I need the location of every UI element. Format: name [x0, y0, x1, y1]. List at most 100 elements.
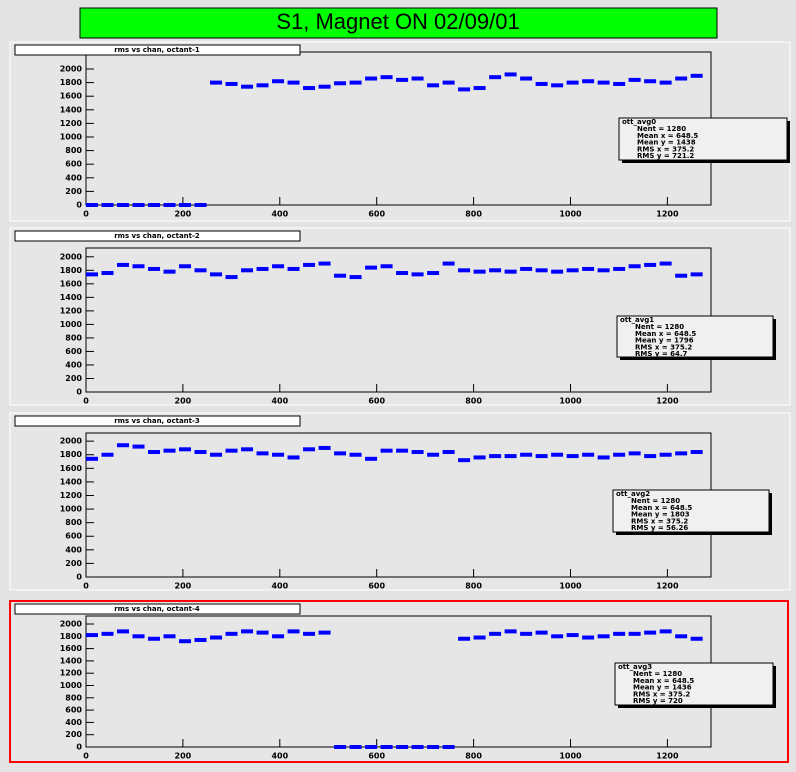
data-point	[473, 455, 486, 460]
stats-entry: RMS y = 721.2	[637, 152, 694, 160]
data-point	[644, 79, 657, 84]
data-point	[365, 745, 378, 749]
data-point	[458, 87, 471, 92]
x-tick-label: 400	[271, 752, 288, 761]
data-point	[628, 264, 641, 269]
y-tick-label: 0	[76, 388, 82, 397]
data-point	[442, 80, 455, 85]
data-point	[272, 264, 285, 269]
data-point	[132, 634, 145, 639]
stats-box	[614, 662, 774, 706]
y-tick-label: 1600	[60, 464, 83, 473]
data-point	[194, 637, 207, 642]
y-tick-label: 800	[65, 333, 82, 342]
data-point	[597, 455, 610, 460]
pad-title: rms vs chan, octant-4	[114, 605, 200, 613]
y-tick-label: 0	[76, 201, 82, 210]
data-point	[287, 266, 300, 271]
y-tick-label: 1400	[60, 293, 83, 302]
y-tick-label: 0	[76, 573, 82, 582]
data-point	[582, 452, 595, 457]
stats-entry: Mean x = 648.5	[637, 132, 698, 140]
data-point	[163, 448, 176, 453]
stats-entry: RMS x = 375.2	[637, 145, 694, 153]
data-point	[473, 86, 486, 91]
stats-entry: RMS y = 56.26	[631, 524, 688, 532]
stats-box	[616, 315, 774, 358]
data-point	[86, 203, 98, 207]
y-tick-label: 600	[65, 532, 82, 541]
data-point	[520, 452, 533, 457]
data-point	[380, 448, 393, 453]
x-tick-label: 1200	[656, 210, 679, 219]
y-tick-label: 1800	[60, 632, 83, 641]
data-point	[318, 84, 331, 89]
pad-title-box	[14, 603, 301, 615]
pad-title: rms vs chan, octant-3	[114, 417, 200, 425]
data-point	[628, 451, 641, 456]
data-point	[675, 451, 688, 456]
stats-name: ott_avg0	[622, 118, 656, 126]
data-point	[427, 745, 440, 749]
x-tick-label: 800	[465, 210, 482, 219]
data-point	[132, 264, 145, 269]
stats-name: ott_avg1	[620, 316, 654, 324]
y-tick-label: 2000	[60, 619, 83, 628]
data-point	[427, 271, 440, 276]
y-tick-label: 1000	[60, 505, 83, 514]
y-tick-label: 400	[65, 545, 82, 554]
data-point	[520, 76, 533, 81]
data-point	[675, 76, 688, 81]
y-tick-label: 1800	[60, 450, 83, 459]
data-point	[396, 271, 409, 276]
stats-entry: RMS y = 720	[633, 697, 683, 705]
data-point	[489, 75, 502, 80]
y-tick-label: 1000	[60, 133, 83, 142]
y-tick-label: 800	[65, 146, 82, 155]
data-point	[411, 450, 424, 455]
data-point	[272, 634, 285, 639]
x-tick-label: 0	[83, 397, 89, 406]
stats-entry: RMS x = 375.2	[633, 690, 690, 698]
data-point	[365, 76, 378, 81]
data-point	[644, 630, 657, 635]
data-point	[675, 634, 688, 639]
data-point	[690, 272, 703, 277]
stats-box	[612, 489, 770, 533]
data-point	[179, 264, 192, 269]
data-point	[148, 450, 161, 455]
data-point	[241, 447, 254, 452]
data-point	[582, 79, 595, 84]
data-point	[303, 447, 316, 452]
data-point	[473, 635, 486, 640]
y-tick-label: 200	[65, 559, 82, 568]
data-point	[334, 451, 347, 456]
data-point	[659, 261, 672, 266]
x-tick-label: 0	[83, 582, 89, 591]
data-point	[349, 745, 362, 749]
y-tick-label: 1200	[60, 119, 83, 128]
data-point	[225, 275, 238, 280]
data-point	[148, 203, 161, 207]
data-point	[148, 266, 161, 271]
stats-entry: RMS y = 64.7	[635, 350, 688, 358]
y-tick-label: 600	[65, 160, 82, 169]
data-point	[566, 633, 579, 638]
data-point	[566, 80, 579, 85]
data-point	[334, 81, 347, 86]
data-point	[86, 272, 98, 277]
y-tick-label: 400	[65, 360, 82, 369]
y-tick-label: 1000	[60, 320, 83, 329]
data-point	[628, 77, 641, 82]
data-point	[334, 745, 347, 749]
data-point	[117, 203, 130, 207]
data-point	[411, 745, 424, 749]
pad-title-box	[14, 230, 301, 242]
data-point	[101, 452, 114, 457]
x-tick-label: 1000	[559, 582, 582, 591]
data-point	[225, 448, 238, 453]
data-point	[101, 203, 114, 207]
y-tick-label: 2000	[60, 252, 83, 261]
data-point	[458, 636, 471, 641]
data-point	[225, 631, 238, 636]
